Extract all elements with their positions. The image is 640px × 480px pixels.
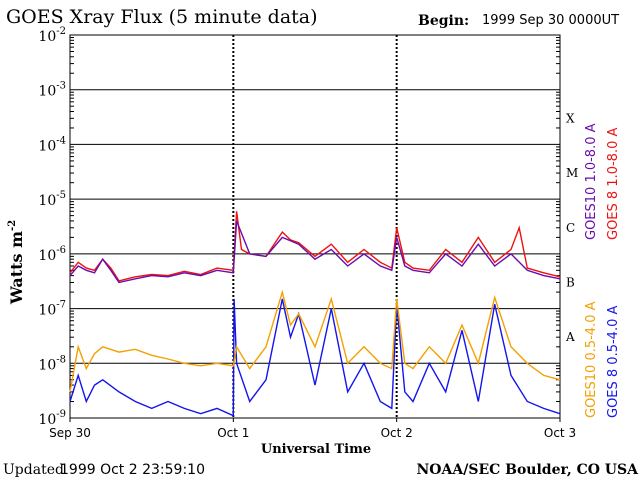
y-tick-label: 10-7 <box>38 300 66 319</box>
y-tick-base: 10 <box>38 248 56 264</box>
flare-class-label: B <box>566 275 575 289</box>
y-tick-label: 10-9 <box>38 409 66 428</box>
y-tick-base: 10 <box>38 138 56 154</box>
x-tick-label: Oct 1 <box>217 426 249 440</box>
y-tick-exponent: -3 <box>56 81 66 92</box>
chart-title: GOES Xray Flux (5 minute data) <box>6 6 318 28</box>
plot-frame <box>69 34 561 419</box>
grid-lines <box>70 89 560 364</box>
x-axis-ticks: Sep 30 Oct 1 Oct 2 Oct 3 <box>49 418 576 440</box>
x-tick-label: Sep 30 <box>49 426 91 440</box>
y-axis-label-sup: -2 <box>7 220 18 231</box>
updated-value: 1999 Oct 2 23:59:10 <box>60 462 205 478</box>
y-tick-exponent: -2 <box>56 26 66 37</box>
updated-label: Updated <box>3 462 64 478</box>
y-tick-label: 10-6 <box>38 245 66 264</box>
y-tick-base: 10 <box>38 193 56 209</box>
y-tick-label: 10-5 <box>38 190 66 209</box>
series-line-1 <box>69 211 561 282</box>
x-tick-label: Oct 2 <box>381 426 413 440</box>
y-tick-base: 10 <box>38 84 56 100</box>
flare-class-labels: X M C B A <box>565 111 578 344</box>
flare-class-label: X <box>566 111 575 125</box>
y-tick-exponent: -9 <box>56 409 66 420</box>
y-tick-exponent: -5 <box>56 190 66 201</box>
legend-goes8-long: GOES 8 1.0-8.0 A <box>606 127 621 240</box>
series-line-3 <box>69 298 561 417</box>
legend-goes8-short: GOES 8 0.5-4.0 A <box>606 305 621 418</box>
legend-goes10-short: GOES10 0.5-4.0 A <box>584 301 599 418</box>
series-line-2 <box>69 289 561 393</box>
flare-class-label: C <box>566 221 575 235</box>
y-tick-base: 10 <box>38 29 56 45</box>
begin-label: Begin: <box>418 13 470 29</box>
y-tick-base: 10 <box>38 357 56 373</box>
y-tick-base: 10 <box>38 303 56 319</box>
series-lines <box>69 211 561 417</box>
day-separators <box>232 35 398 418</box>
y-tick-base: 10 <box>38 412 56 428</box>
flare-class-label: A <box>565 330 575 344</box>
legend-goes10-long: GOES10 1.0-8.0 A <box>584 123 599 240</box>
y-tick-label: 10-4 <box>38 135 66 154</box>
credit-text: NOAA/SEC Boulder, CO USA <box>416 462 639 478</box>
flare-class-label: M <box>566 166 578 180</box>
y-tick-exponent: -7 <box>56 300 66 311</box>
y-tick-label: 10-3 <box>38 81 66 100</box>
x-axis-label: Universal Time <box>261 442 371 457</box>
y-tick-exponent: -4 <box>56 135 66 146</box>
y-tick-exponent: -6 <box>56 245 66 256</box>
y-tick-exponent: -8 <box>56 354 66 365</box>
begin-value: 1999 Sep 30 0000UT <box>482 13 620 28</box>
y-axis-label: Watts m-2 <box>7 220 26 305</box>
x-tick-label: Oct 3 <box>544 426 576 440</box>
y-axis-ticks: 10-210-310-410-510-610-710-810-9 <box>38 26 560 428</box>
y-tick-label: 10-8 <box>38 354 66 373</box>
y-tick-label: 10-2 <box>38 26 66 45</box>
series-line-0 <box>69 220 561 284</box>
y-axis-label-text: Watts m <box>7 231 26 305</box>
